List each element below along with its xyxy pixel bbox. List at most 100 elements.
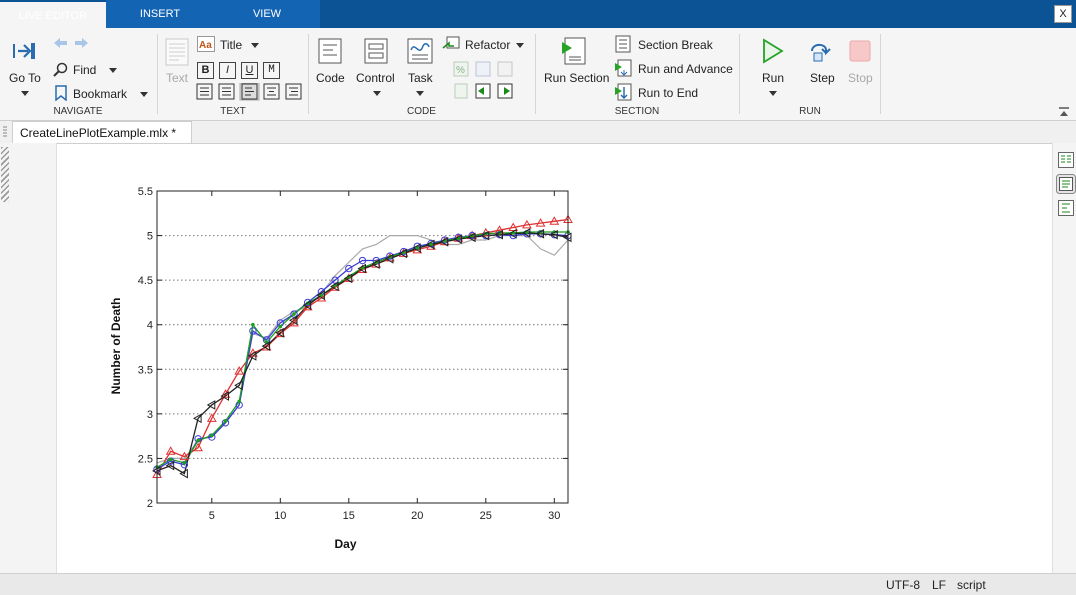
data-point (429, 242, 433, 247)
data-point (247, 351, 257, 361)
control-button[interactable]: Control (356, 71, 395, 85)
editor-left-margin (10, 143, 57, 573)
data-point (415, 246, 420, 250)
data-point (193, 413, 202, 424)
run-and-advance-button[interactable]: Run and Advance (638, 62, 733, 76)
bookmark-dropdown-icon[interactable] (140, 92, 148, 97)
task-dropdown-icon[interactable] (416, 91, 424, 96)
data-point (439, 236, 450, 246)
data-point (522, 219, 532, 229)
run-button[interactable]: Run (762, 71, 785, 85)
data-point (179, 451, 190, 461)
y-tick-label: 2.5 (138, 453, 153, 465)
code-button[interactable]: Code (316, 71, 345, 85)
data-point (521, 228, 531, 238)
paragraph-format-icons[interactable] (196, 83, 306, 101)
data-point (343, 273, 354, 282)
title-style-button[interactable]: Title (220, 38, 243, 52)
data-point (316, 292, 327, 302)
data-point (292, 312, 296, 316)
data-point (384, 253, 394, 264)
data-point (165, 460, 175, 471)
x-tick-label: 10 (274, 510, 286, 522)
go-to-button[interactable]: Go To (9, 71, 41, 85)
data-point (182, 461, 187, 465)
data-point (275, 328, 286, 338)
data-point (330, 281, 339, 292)
data-point (193, 442, 203, 452)
x-tick-label: 20 (411, 510, 423, 522)
close-button[interactable]: X (1054, 5, 1072, 23)
grip-icon[interactable] (3, 126, 7, 138)
section-divider (157, 34, 158, 114)
data-point (398, 248, 408, 259)
ribbon-toolstrip: Go To Find Bookmark NAVIGATE Text Aa (0, 28, 1076, 121)
title-icon: Aa (197, 36, 215, 52)
file-type-status: script (957, 578, 986, 592)
refactor-button[interactable]: Refactor (465, 38, 511, 52)
section-run-indicator (1, 147, 9, 202)
x-tick-label: 15 (343, 510, 355, 522)
output-right-icon[interactable] (1058, 152, 1074, 168)
control-icon (364, 38, 388, 64)
y-tick-label: 3.5 (138, 364, 153, 376)
x-tick-label: 5 (209, 510, 215, 522)
stop-icon (849, 40, 871, 62)
bookmark-button[interactable]: Bookmark (73, 87, 128, 101)
data-point (345, 264, 353, 273)
data-point (453, 234, 462, 244)
document-tab[interactable]: CreateLinePlotExample.mlx * (12, 121, 192, 143)
hide-code-icon[interactable] (1058, 200, 1074, 216)
find-button[interactable]: Find (73, 63, 97, 77)
bold-button[interactable]: B (197, 62, 214, 79)
tab-live-editor[interactable]: LIVE EDITOR (0, 0, 106, 28)
data-point (358, 256, 367, 265)
underline-button[interactable]: U (241, 62, 258, 79)
y-tick-label: 5.5 (138, 186, 153, 198)
data-point (237, 399, 241, 404)
run-dropdown-icon[interactable] (769, 91, 777, 96)
run-icon (763, 38, 784, 64)
italic-button[interactable]: I (219, 62, 236, 79)
refactor-dropdown-icon[interactable] (516, 43, 524, 48)
data-point (412, 243, 421, 253)
run-to-end-button[interactable]: Run to End (638, 86, 699, 100)
y-tick-label: 2 (147, 498, 153, 510)
svg-text:Aa: Aa (199, 40, 212, 51)
output-inline-icon[interactable] (1056, 174, 1076, 194)
code-tools-icons[interactable]: % (452, 60, 520, 102)
go-to-icon[interactable] (12, 40, 38, 62)
data-point (168, 457, 173, 462)
find-dropdown-icon[interactable] (109, 68, 117, 73)
control-dropdown-icon[interactable] (373, 91, 381, 96)
data-point (234, 380, 243, 391)
output-view-toolbar (1052, 143, 1076, 573)
run-section-button[interactable]: Run Section (544, 71, 610, 85)
code-icon (318, 38, 342, 64)
data-point (508, 228, 517, 239)
back-forward-icon[interactable] (52, 36, 90, 50)
section-break-button[interactable]: Section Break (638, 38, 713, 52)
go-to-dropdown-icon[interactable] (21, 91, 29, 96)
task-button[interactable]: Task (408, 71, 433, 85)
data-point (288, 315, 298, 326)
task-icon (407, 38, 433, 64)
data-point (234, 366, 245, 375)
tab-insert[interactable]: INSERT (106, 0, 214, 28)
stop-button[interactable]: Stop (848, 71, 873, 85)
status-bar: UTF-8 LF script (0, 573, 1076, 595)
navigate-section-label: NAVIGATE (53, 106, 103, 117)
data-point (371, 259, 380, 269)
data-point (196, 438, 200, 443)
step-button[interactable]: Step (810, 71, 835, 85)
data-point (330, 282, 340, 291)
data-point (210, 433, 214, 438)
tab-view[interactable]: VIEW (214, 0, 320, 28)
text-button[interactable]: Text (166, 71, 189, 85)
title-dropdown-icon[interactable] (251, 43, 259, 48)
monospace-button[interactable]: M (263, 62, 280, 79)
data-point (223, 419, 228, 423)
section-break-icon (615, 35, 631, 53)
collapse-ribbon-icon[interactable] (1058, 107, 1070, 117)
data-point (206, 413, 217, 422)
